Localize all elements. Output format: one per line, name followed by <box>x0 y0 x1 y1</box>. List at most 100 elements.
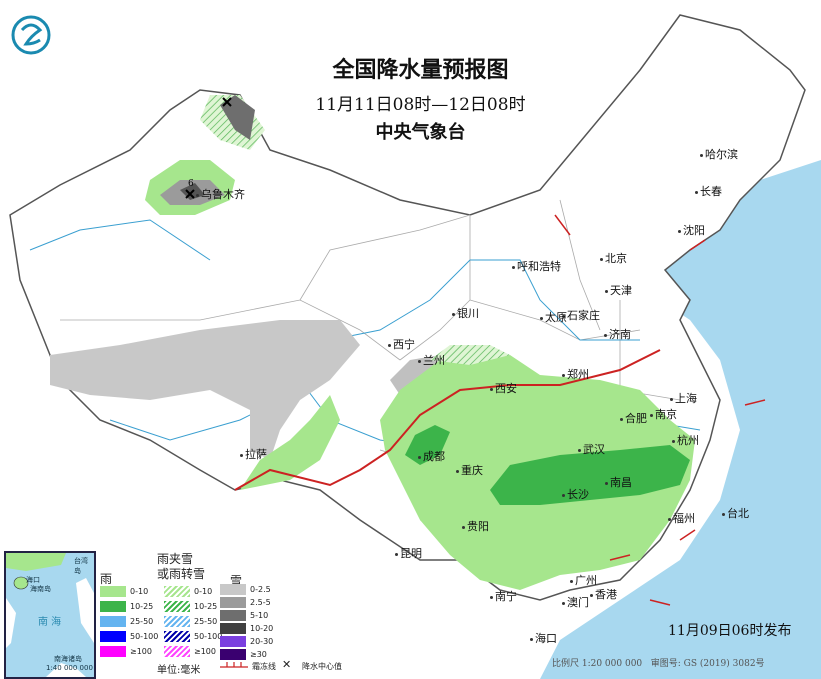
city-label: 天津 <box>605 282 632 298</box>
rain-legend-label: 50-100 <box>130 632 159 641</box>
snow-legend-label: 5-10 <box>250 611 269 620</box>
mixed-legend-label: ≥100 <box>194 647 216 656</box>
city-label: 南宁 <box>490 588 517 604</box>
map-approval-number: 审图号: GS (2019) 3082号 <box>650 659 765 669</box>
city-label: 杭州 <box>672 432 699 448</box>
legend-unit: 单位:毫米 <box>157 665 201 676</box>
inset-islands-label: 南海诸岛 <box>54 655 82 663</box>
precip-center-icon <box>185 97 232 199</box>
rain-legend-label: 10-25 <box>130 602 154 611</box>
legend-center-icon: ✕ <box>282 658 292 671</box>
inset-taiwan: 台湾岛 <box>74 557 88 575</box>
city-label: 银川 <box>452 305 479 321</box>
city-label: 太原 <box>540 309 567 325</box>
rain-legend-swatch <box>100 601 126 612</box>
legend-center-label: 降水中心值 <box>302 662 342 671</box>
city-label: 香港 <box>590 586 617 602</box>
snow-legend-swatch <box>220 636 246 647</box>
mixed-legend-swatch <box>164 586 190 597</box>
city-label: 哈尔滨 <box>700 146 738 162</box>
rain-legend-swatch <box>100 646 126 657</box>
rain-legend-label: 0-10 <box>130 587 149 596</box>
snow-legend-swatch <box>220 623 246 634</box>
city-label: 贵阳 <box>462 518 489 534</box>
city-label: 北京 <box>600 250 627 266</box>
mixed-legend-swatch <box>164 631 190 642</box>
south-sea-inset: 海口 海南岛 台湾岛 南 海 南海诸岛 1:40 000 000 <box>4 551 96 679</box>
snow-legend-label: 20-30 <box>250 637 274 646</box>
inset-haikou: 海口 <box>26 576 40 584</box>
city-label: 成都 <box>418 448 445 464</box>
wind-barbs <box>554 214 766 606</box>
inset-map <box>6 553 94 677</box>
legend: 雨 雨夹雪 或雨转雪 雪 0-10 10-25 25-50 50-100 ≥100 0-1… <box>92 548 350 676</box>
precip-center-value: 6 <box>188 179 194 189</box>
snow-area-xj-north <box>220 95 255 140</box>
snow-legend-swatch <box>220 610 246 621</box>
city-label: 兰州 <box>418 352 445 368</box>
snow-legend-swatch <box>220 649 246 660</box>
city-label: 澳门 <box>562 594 589 610</box>
map-scale: 比例尺 1:20 000 000 <box>552 659 643 669</box>
inset-hainan: 海南岛 <box>30 585 51 593</box>
snow-legend-label: 10-20 <box>250 624 274 633</box>
mixed-legend-swatch <box>164 616 190 627</box>
city-label: 南京 <box>650 406 677 422</box>
city-label: 郑州 <box>562 366 589 382</box>
city-label: 武汉 <box>578 441 605 457</box>
city-label: 济南 <box>604 326 631 342</box>
snow-legend-swatch <box>220 584 246 595</box>
snow-legend-label: ≥30 <box>250 650 267 659</box>
legend-mixed-title-1: 雨夹雪 <box>157 552 194 566</box>
map-scale-and-number: 比例尺 1:20 000 000 审图号: GS (2019) 3082号 <box>552 656 765 669</box>
city-label: 西宁 <box>388 336 415 352</box>
rain-legend-swatch <box>100 586 126 597</box>
map-title: 全国降水量预报图 <box>332 57 509 83</box>
snow-legend-label: 2.5-5 <box>250 598 271 607</box>
rain-legend-label: 25-50 <box>130 617 154 626</box>
city-label: 南昌 <box>605 474 632 490</box>
rain-area-southwest <box>240 395 340 490</box>
city-label: 重庆 <box>456 462 483 478</box>
inset-sea-label: 南 海 <box>38 617 62 628</box>
city-label: 福州 <box>668 510 695 526</box>
city-label: 长春 <box>695 183 722 199</box>
rain-legend-label: ≥100 <box>130 647 152 656</box>
city-label: 石家庄 <box>562 307 600 323</box>
cma-logo <box>11 15 51 55</box>
snow-legend-label: 0-2.5 <box>250 585 271 594</box>
issue-time: 11月09日06时发布 <box>668 623 792 639</box>
mixed-legend-label: 0-10 <box>194 587 213 596</box>
sea-east <box>540 160 821 679</box>
forecast-period: 11月11日08时—12日08时 <box>315 95 526 115</box>
mixed-legend-swatch <box>164 646 190 657</box>
legend-rain-title: 雨 <box>100 572 113 586</box>
city-label: 乌鲁木齐 <box>196 186 245 202</box>
city-label: 上海 <box>670 390 697 406</box>
rain-legend-swatch <box>100 631 126 642</box>
snow-area-tibet <box>50 320 360 460</box>
city-label: 昆明 <box>395 545 422 561</box>
agency-name: 中央气象台 <box>375 122 466 143</box>
mixed-area-qinghai <box>430 345 510 365</box>
city-label: 沈阳 <box>678 222 705 238</box>
snow-legend-swatch <box>220 597 246 608</box>
city-label: 台北 <box>722 505 749 521</box>
legend-mixed-title-2: 或雨转雪 <box>157 567 206 581</box>
city-label: 长沙 <box>562 486 589 502</box>
rain-legend-swatch <box>100 616 126 627</box>
legend-frost-label: 霜冻线 <box>252 662 276 671</box>
city-label: 呼和浩特 <box>512 258 561 274</box>
mixed-legend-label: 50-100 <box>194 632 223 641</box>
mixed-legend-label: 10-25 <box>194 602 218 611</box>
city-label: 海口 <box>530 630 557 646</box>
city-label: 西安 <box>490 380 517 396</box>
city-label: 合肥 <box>620 410 647 426</box>
mixed-legend-label: 25-50 <box>194 617 218 626</box>
city-label: 拉萨 <box>240 446 267 462</box>
mixed-legend-swatch <box>164 601 190 612</box>
heavy-rain-central <box>490 445 690 505</box>
inset-scale: 1:40 000 000 <box>46 664 93 672</box>
legend-frost-line-icon <box>220 662 248 668</box>
